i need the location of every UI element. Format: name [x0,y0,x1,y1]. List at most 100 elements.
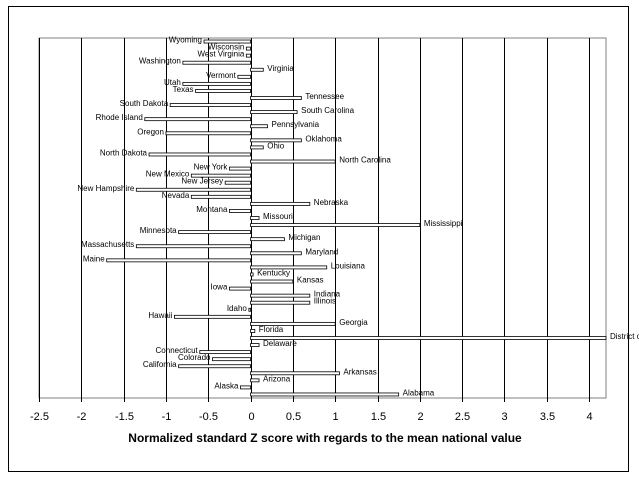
category-label: Alabama [403,388,435,397]
x-tick-label: 2 [417,411,423,423]
category-label: Iowa [211,283,228,292]
x-tick-label: -1 [162,411,172,423]
bar [178,230,251,235]
category-label: Oregon [137,127,164,136]
category-label: Georgia [339,318,368,327]
category-label: Pennsylvania [271,120,319,129]
bar [182,81,251,86]
bar [195,89,251,93]
category-label: Tennessee [305,92,344,101]
category-label: Ohio [267,141,284,150]
category-label: Wyoming [169,36,202,45]
category-label: Kansas [297,276,324,285]
bar [250,371,340,376]
category-label: New Jersey [181,177,223,186]
bar [250,124,268,129]
bar [248,307,251,312]
category-label: District of Columbia [610,332,639,341]
x-tick-label: 3 [501,411,507,423]
category-label: Nebraska [314,198,349,207]
category-label: Virginia [267,64,294,73]
bar [135,187,251,192]
bar [229,209,251,213]
category-label: Nevada [162,191,190,200]
category-label: Missouri [263,212,293,221]
category-label: Rhode Island [96,113,143,122]
bar [250,329,256,333]
x-tick-label: 0.5 [286,411,301,423]
category-label: Massachusetts [81,240,134,249]
category-label: Minnesota [140,226,177,235]
bar [250,201,311,206]
category-label: Alaska [214,381,239,390]
category-label: New York [194,163,229,172]
category-label: Mississippi [424,219,463,228]
bar [224,180,251,185]
bar [174,314,251,319]
bar [250,96,302,100]
category-label: South Dakota [120,99,169,108]
bar [250,251,302,256]
category-label: Maryland [305,247,338,256]
bar [250,159,336,164]
bar [229,286,251,291]
bar [237,74,251,79]
category-label: California [143,360,177,369]
x-tick-label: -2 [77,411,87,423]
category-label: Hawaii [148,311,172,320]
bar [250,265,328,270]
category-label: South Carolina [301,106,354,115]
x-tick-label: 2.5 [455,411,470,423]
category-label: West Virginia [197,50,244,59]
bar [190,194,251,199]
bar [250,293,311,298]
category-label: North Dakota [100,148,148,157]
x-axis-label: Normalized standard Z score with regards… [128,431,522,445]
category-label: Idaho [227,304,248,313]
bar [250,272,254,277]
bar [250,343,260,347]
x-tick-label: -0.5 [199,411,218,423]
x-tick-label: 1 [332,411,338,423]
bar [250,300,311,305]
bar [250,237,285,242]
x-tick-label: -1.5 [115,411,134,423]
category-label: Maine [83,254,105,263]
category-label: Utah [164,78,181,87]
category-label: Texas [173,85,194,94]
category-label: Illinois [314,297,336,306]
bar [250,67,264,72]
category-label: Delaware [263,339,297,348]
bar [169,103,251,107]
bar [250,392,400,397]
bar [190,173,251,178]
bar [250,138,302,143]
category-label: Arkansas [343,367,376,376]
bar [178,364,251,369]
category-label: Florida [259,325,284,334]
bar [250,110,298,115]
category-label: Washington [139,57,181,66]
category-label: Michigan [288,233,320,242]
x-tick-label: 1.5 [371,411,386,423]
x-tick-label: 0 [248,411,254,423]
category-label: Louisiana [331,261,366,270]
bar [250,145,264,150]
bar [245,53,251,58]
bar [106,258,251,263]
bar [250,279,294,284]
bar [250,336,607,340]
x-tick-label: 4 [586,411,592,423]
category-label: North Carolina [339,156,391,165]
bar [199,350,251,355]
bar [144,117,251,122]
bar [240,385,251,390]
x-tick-label: 3.5 [540,411,555,423]
category-label: Indiana [314,290,341,299]
x-tick-label: -2.5 [30,411,49,423]
bar [229,166,251,171]
category-label: Wisconsin [208,43,244,52]
category-label: New Mexico [146,170,190,179]
bar [148,152,251,157]
